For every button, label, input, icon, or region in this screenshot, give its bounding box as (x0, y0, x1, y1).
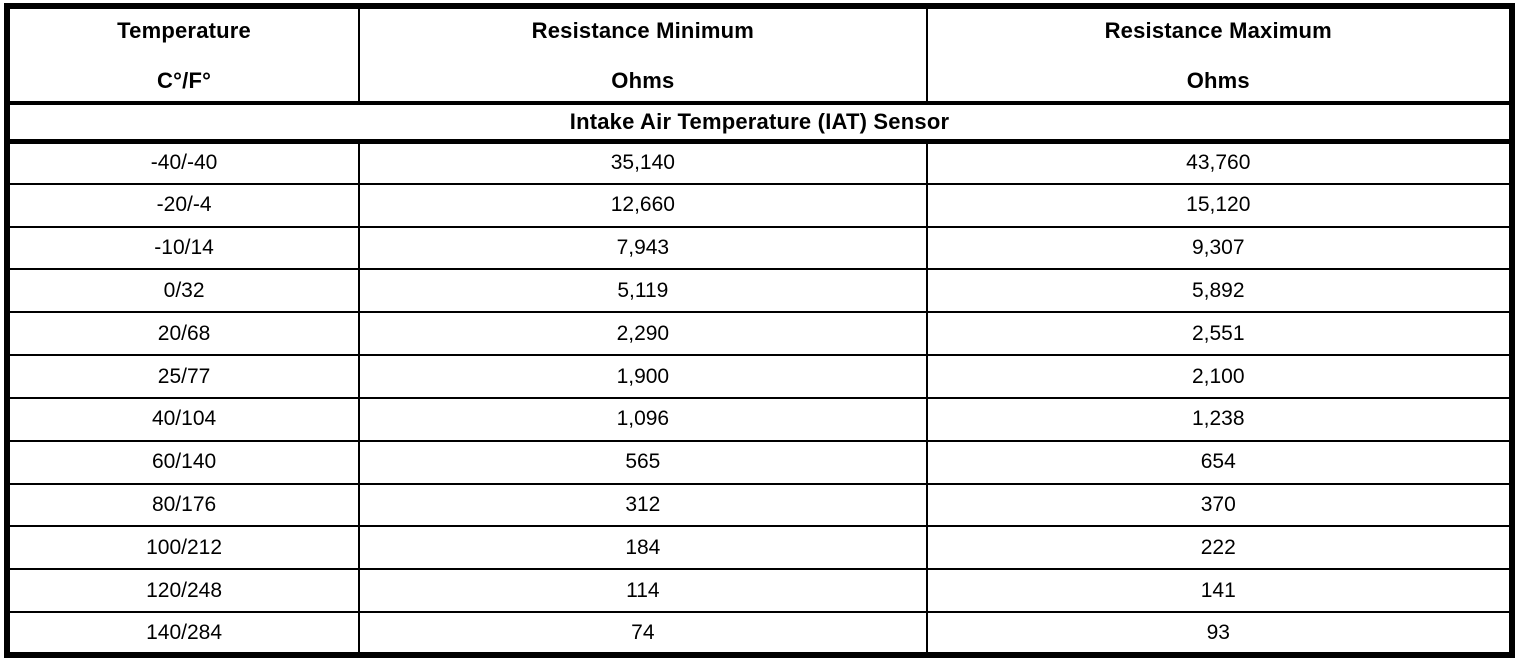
table-row: 80/176 312 370 (5, 482, 1514, 528)
header-temperature: Temperature C°/F° (5, 5, 361, 105)
table-row: 140/284 74 93 (5, 611, 1514, 656)
resistance-min-cell: 565 (358, 439, 928, 485)
resistance-max-cell: 222 (925, 525, 1514, 571)
resistance-max-cell: 5,892 (925, 268, 1514, 314)
column-label-temperature: Temperature (117, 18, 251, 43)
temp-cell: 20/68 (5, 311, 361, 357)
resistance-min-cell: 184 (358, 525, 928, 571)
temp-cell: 100/212 (5, 525, 361, 571)
resistance-min-cell: 74 (358, 611, 928, 656)
resistance-max-cell: 9,307 (925, 225, 1514, 271)
temp-cell: 0/32 (5, 268, 361, 314)
header-resistance-maximum-inner: Resistance Maximum Ohms (929, 9, 1509, 99)
resistance-max-cell: 2,551 (925, 311, 1514, 357)
header-resistance-maximum: Resistance Maximum Ohms (925, 5, 1514, 105)
resistance-min-cell: 35,140 (358, 140, 928, 185)
resistance-max-cell: 15,120 (925, 182, 1514, 228)
resistance-max-cell: 43,760 (925, 140, 1514, 185)
header-resistance-minimum-inner: Resistance Minimum Ohms (361, 9, 924, 99)
column-unit-temperature: C°/F° (157, 68, 212, 93)
resistance-max-cell: 141 (925, 568, 1514, 614)
table-row: 0/32 5,119 5,892 (5, 268, 1514, 314)
header-temperature-inner: Temperature C°/F° (10, 9, 357, 99)
resistance-min-cell: 12,660 (358, 182, 928, 228)
resistance-min-cell: 1,900 (358, 354, 928, 399)
table-row: -20/-4 12,660 15,120 (5, 182, 1514, 228)
temp-cell: 140/284 (5, 611, 361, 656)
iat-sensor-resistance-table: Temperature C°/F° Resistance Minimum Ohm… (4, 3, 1515, 658)
temp-cell: 25/77 (5, 354, 361, 399)
table-row: -40/-40 35,140 43,760 (5, 140, 1514, 185)
temp-cell: 120/248 (5, 568, 361, 614)
temp-cell: 60/140 (5, 439, 361, 485)
resistance-max-cell: 370 (925, 482, 1514, 528)
table-row: 60/140 565 654 (5, 439, 1514, 485)
column-unit-resistance-maximum: Ohms (1186, 68, 1250, 93)
resistance-min-cell: 312 (358, 482, 928, 528)
resistance-max-cell: 654 (925, 439, 1514, 485)
table-row: 20/68 2,290 2,551 (5, 311, 1514, 357)
resistance-min-cell: 7,943 (358, 225, 928, 271)
table-row: -10/14 7,943 9,307 (5, 225, 1514, 271)
resistance-min-cell: 5,119 (358, 268, 928, 314)
temp-cell: 80/176 (5, 482, 361, 528)
column-label-resistance-minimum: Resistance Minimum (531, 18, 755, 43)
table-row: 100/212 184 222 (5, 525, 1514, 571)
column-unit-resistance-minimum: Ohms (611, 68, 675, 93)
table-row: 120/248 114 141 (5, 568, 1514, 614)
temp-cell: 40/104 (5, 396, 361, 442)
temp-cell: -40/-40 (5, 140, 361, 185)
resistance-min-cell: 2,290 (358, 311, 928, 357)
table-header-row: Temperature C°/F° Resistance Minimum Ohm… (5, 5, 1514, 105)
resistance-max-cell: 1,238 (925, 396, 1514, 442)
column-label-resistance-maximum: Resistance Maximum (1104, 18, 1332, 43)
section-title-row: Intake Air Temperature (IAT) Sensor (6, 102, 1513, 144)
section-title: Intake Air Temperature (IAT) Sensor (6, 102, 1513, 144)
resistance-min-cell: 114 (358, 568, 928, 614)
resistance-min-cell: 1,096 (358, 396, 928, 442)
table-row: 25/77 1,900 2,100 (5, 354, 1514, 399)
resistance-max-cell: 2,100 (925, 354, 1514, 399)
temp-cell: -10/14 (5, 225, 361, 271)
header-resistance-minimum: Resistance Minimum Ohms (358, 5, 928, 105)
resistance-max-cell: 93 (925, 611, 1514, 656)
temp-cell: -20/-4 (5, 182, 361, 228)
table-row: 40/104 1,096 1,238 (5, 396, 1514, 442)
